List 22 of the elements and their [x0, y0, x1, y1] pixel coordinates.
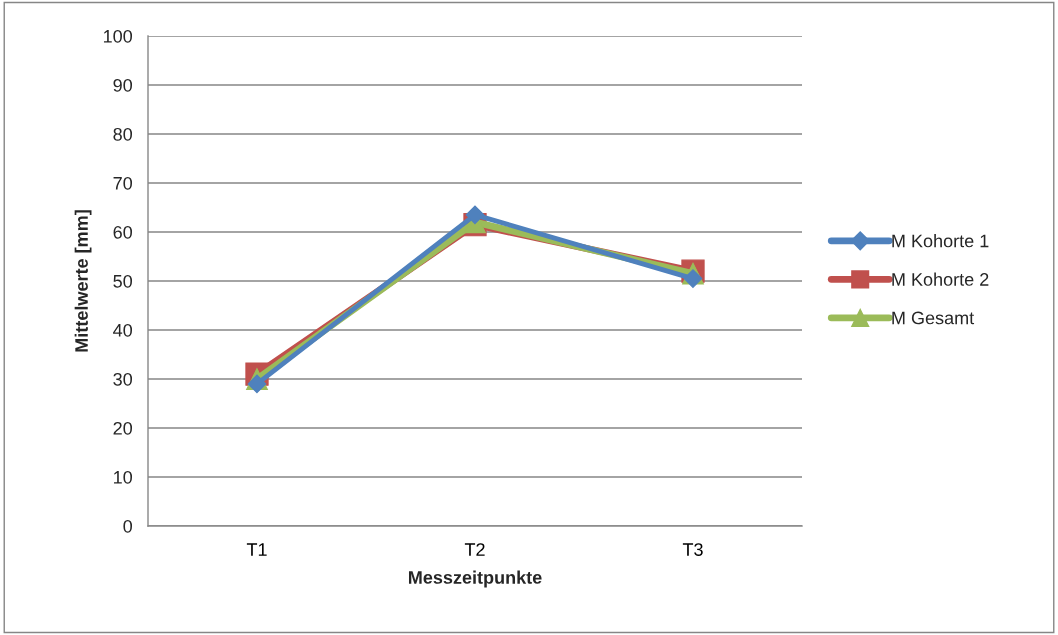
y-tick-label: 90 [113, 78, 133, 92]
x-tick-label: T3 [682, 543, 703, 556]
legend-label: M Gesamt [892, 311, 975, 325]
y-tick-label: 10 [114, 470, 133, 484]
y-tick-label: 80 [113, 127, 133, 141]
y-tick-label: 40 [113, 323, 133, 337]
legend-label: M Kohorte 2 [892, 272, 989, 286]
y-tick-label: 0 [123, 519, 133, 533]
y-tick-label: 20 [113, 421, 133, 435]
x-tick-label: T2 [464, 543, 485, 556]
y-tick-label: 70 [113, 176, 133, 190]
point [465, 205, 485, 225]
y-tick-label: 100 [103, 29, 133, 43]
x-tick-label: T1 [246, 543, 267, 556]
point [247, 374, 267, 394]
y-tick-label: 30 [113, 372, 133, 386]
y-axis-title: Mittelwerte [mm] [74, 210, 92, 352]
x-axis-title: Messzeitpunkte [408, 570, 542, 588]
y-tick-label: 50 [113, 274, 133, 288]
point [683, 269, 703, 288]
legend-label: M Kohorte 1 [892, 234, 989, 248]
y-tick-label: 60 [113, 225, 133, 239]
